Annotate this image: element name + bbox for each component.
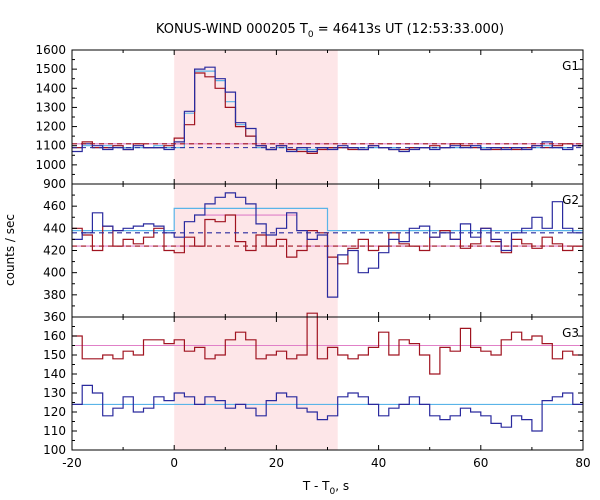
panel-label: G3 <box>562 326 579 340</box>
x-tick-label: 40 <box>371 456 386 470</box>
series-cyan <box>72 207 583 232</box>
y-tick-label: 360 <box>43 310 66 324</box>
y-tick-label: 1000 <box>35 158 66 172</box>
y-tick-label: 420 <box>43 244 66 258</box>
series-red <box>72 312 583 375</box>
y-tick-label: 380 <box>43 288 66 302</box>
y-tick-label: 160 <box>43 329 66 343</box>
chart-title: KONUS-WIND 000205 T0 = 46413s UT (12:53:… <box>156 22 504 40</box>
y-tick-label: 1300 <box>35 100 66 114</box>
panel-label: G2 <box>562 193 579 207</box>
y-tick-label: 1400 <box>35 81 66 95</box>
y-axis-label: counts / sec <box>3 214 17 286</box>
y-tick-label: 140 <box>43 367 66 381</box>
y-tick-label: 1100 <box>35 139 66 153</box>
x-tick-label: 20 <box>269 456 284 470</box>
y-tick-label: 130 <box>43 386 66 400</box>
x-tick-label: 0 <box>170 456 178 470</box>
highlight-interval <box>174 50 338 184</box>
series-blue <box>72 384 583 432</box>
y-tick-label: 900 <box>43 177 66 191</box>
series-blue <box>72 192 583 298</box>
x-tick-label: 60 <box>473 456 488 470</box>
y-tick-label: 1600 <box>35 43 66 57</box>
highlight-interval <box>174 317 338 450</box>
x-tick-label: 80 <box>575 456 590 470</box>
y-tick-label: 1200 <box>35 120 66 134</box>
y-tick-label: 440 <box>43 221 66 235</box>
panel-g2: 360 380 400 420 440 460 G2 <box>43 183 584 324</box>
y-tick-label: 460 <box>43 199 66 213</box>
x-tick-label: -20 <box>62 456 82 470</box>
panels-group: 9001000110012001300140015001600G13603804… <box>35 43 590 470</box>
panel-label: G1 <box>562 59 579 73</box>
y-tick-label: 100 <box>43 443 66 457</box>
y-tick-label: 120 <box>43 405 66 419</box>
y-tick-label: 150 <box>43 348 66 362</box>
y-tick-label: 400 <box>43 266 66 280</box>
panel-g1: 900 1000 1100 1200 1300 1400 1500 1600 G1 <box>35 43 584 191</box>
y-tick-label: 1500 <box>35 62 66 76</box>
x-axis-label: T - T0, s <box>302 479 349 497</box>
panel-g3: 100 110 120 130 140 150 160 G3 <box>43 312 584 457</box>
y-tick-label: 110 <box>43 424 66 438</box>
